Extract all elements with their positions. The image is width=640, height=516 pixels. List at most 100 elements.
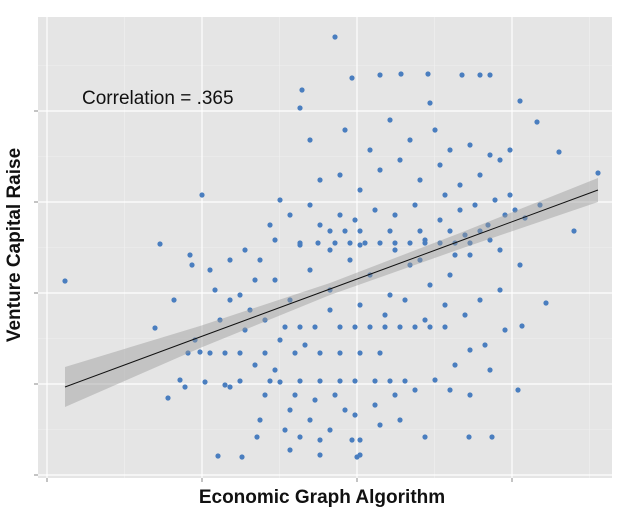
point <box>425 71 431 77</box>
point <box>367 147 373 153</box>
point <box>272 367 278 373</box>
point <box>287 297 293 303</box>
point <box>262 317 268 323</box>
y-axis-label: Venture Capital Raise <box>4 148 25 342</box>
point <box>222 350 228 356</box>
point <box>292 350 298 356</box>
point <box>317 378 323 384</box>
regression-line <box>64 189 599 388</box>
point <box>417 177 423 183</box>
point <box>387 292 393 298</box>
point <box>337 378 343 384</box>
point <box>459 72 465 78</box>
point <box>315 240 321 246</box>
point <box>347 257 353 263</box>
point <box>237 350 243 356</box>
point <box>337 350 343 356</box>
point <box>517 262 523 268</box>
point <box>392 212 398 218</box>
point <box>297 105 303 111</box>
point <box>312 324 318 330</box>
point <box>327 247 333 253</box>
point <box>357 437 363 443</box>
point <box>307 267 313 273</box>
point <box>352 412 358 418</box>
point <box>352 217 358 223</box>
point <box>222 382 228 388</box>
point <box>227 257 233 263</box>
point <box>357 228 363 234</box>
point <box>407 137 413 143</box>
point <box>317 350 323 356</box>
point <box>337 172 343 178</box>
point <box>185 350 191 356</box>
x-axis-label: Economic Graph Algorithm <box>199 487 445 508</box>
point <box>352 324 358 330</box>
point <box>487 367 493 373</box>
point <box>242 247 248 253</box>
point <box>227 297 233 303</box>
point <box>398 71 404 77</box>
point <box>489 434 495 440</box>
point <box>422 237 428 243</box>
point <box>307 137 313 143</box>
point <box>357 350 363 356</box>
point <box>357 242 363 248</box>
point <box>485 222 491 228</box>
grid <box>34 17 612 482</box>
point <box>447 147 453 153</box>
point <box>467 392 473 398</box>
point <box>332 392 338 398</box>
point <box>515 387 521 393</box>
point <box>267 222 273 228</box>
point <box>252 277 258 283</box>
point <box>267 378 273 384</box>
point <box>227 384 233 390</box>
point <box>427 282 433 288</box>
point <box>287 407 293 413</box>
point <box>62 278 68 284</box>
point <box>357 187 363 193</box>
point <box>432 377 438 383</box>
point <box>187 252 193 258</box>
point <box>487 237 493 243</box>
point <box>377 422 383 428</box>
point <box>412 202 418 208</box>
point <box>402 378 408 384</box>
point <box>447 272 453 278</box>
point <box>467 347 473 353</box>
point <box>327 228 333 234</box>
point <box>387 117 393 123</box>
point <box>377 240 383 246</box>
point <box>349 75 355 81</box>
point <box>317 177 323 183</box>
point <box>427 324 433 330</box>
point <box>447 387 453 393</box>
point <box>349 437 355 443</box>
point <box>347 240 353 246</box>
point <box>282 324 288 330</box>
point <box>277 337 283 343</box>
point <box>502 327 508 333</box>
point <box>237 292 243 298</box>
point <box>387 228 393 234</box>
point <box>327 427 333 433</box>
point <box>437 240 443 246</box>
point <box>422 434 428 440</box>
point <box>189 262 195 268</box>
point <box>377 167 383 173</box>
point <box>492 197 498 203</box>
point <box>297 242 303 248</box>
point <box>297 324 303 330</box>
point <box>556 149 562 155</box>
annotation: Correlation = .365 <box>82 88 234 109</box>
point <box>262 350 268 356</box>
point <box>242 327 248 333</box>
point <box>477 228 483 234</box>
point <box>512 207 518 213</box>
point <box>307 202 313 208</box>
point <box>372 378 378 384</box>
point <box>312 397 318 403</box>
point <box>497 247 503 253</box>
